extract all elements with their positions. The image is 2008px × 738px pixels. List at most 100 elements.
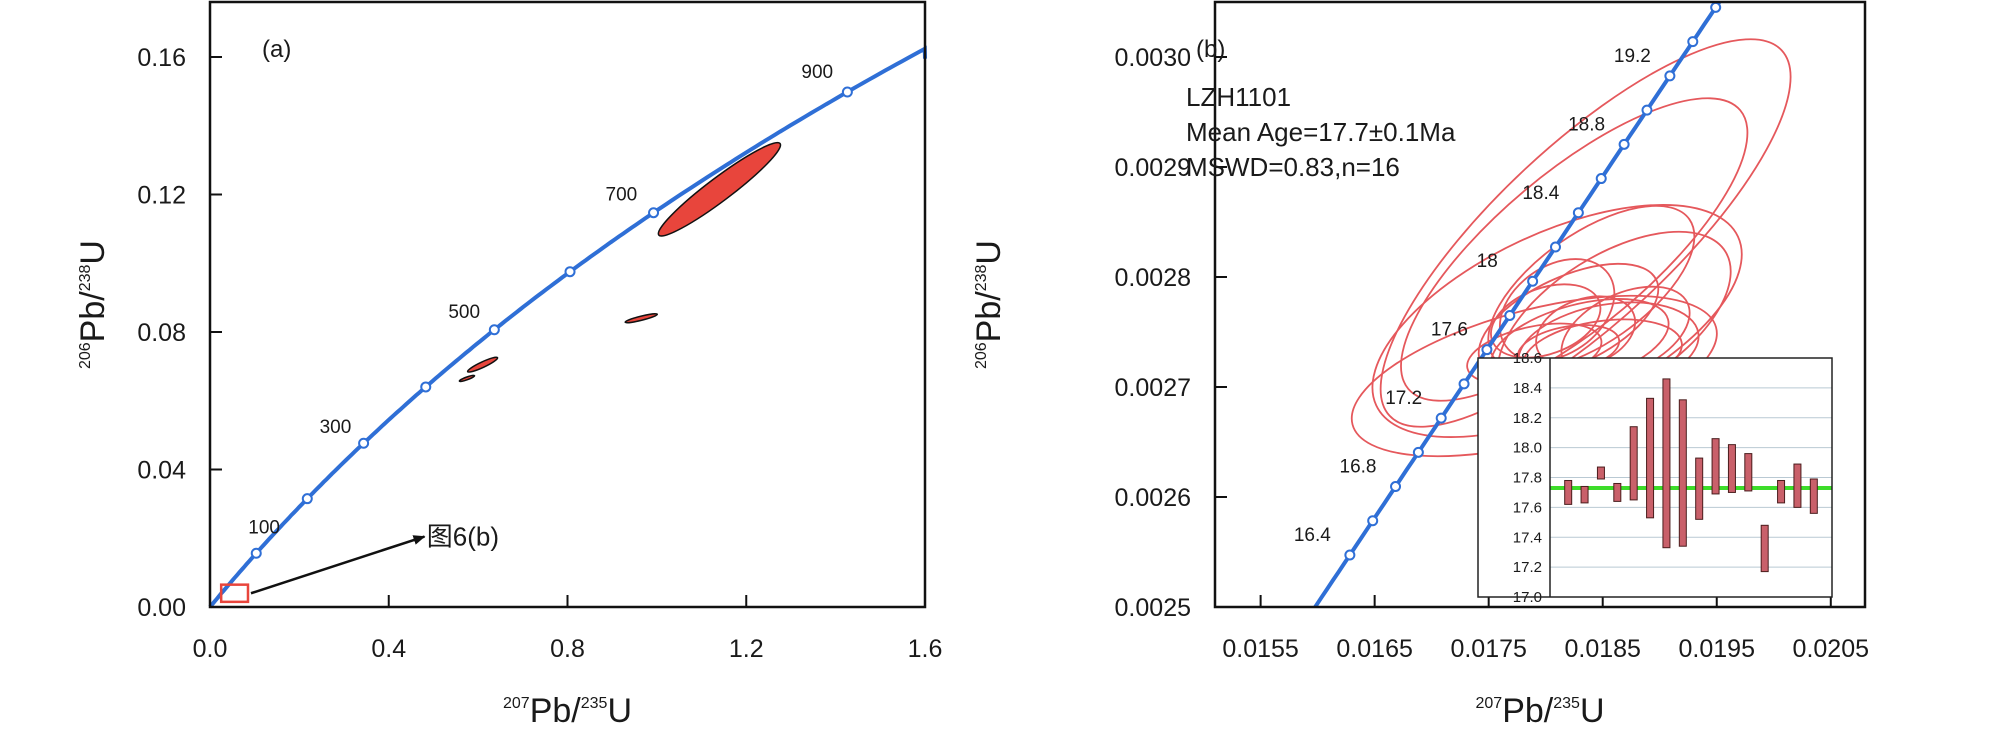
- inset-tick-label: 17.6: [1513, 499, 1542, 516]
- y-tick-label: 0.04: [137, 457, 186, 485]
- concordia-age-label: 18: [1477, 251, 1498, 272]
- panel-a-concordia-curve: 100 300 500 700 900: [208, 45, 927, 609]
- concordia-age-label: 500: [448, 302, 480, 323]
- inset-bar: [1613, 482, 1622, 502]
- concordia-age-marker: [250, 547, 262, 559]
- inset-tick-label: 17.4: [1513, 529, 1542, 546]
- concordia-age-label: 16.4: [1294, 525, 1331, 546]
- concordia-age-label: 900: [801, 62, 833, 83]
- data-ellipse: [1400, 97, 1749, 402]
- concordia-age-marker: [1664, 70, 1676, 82]
- concordia-age-label: 700: [606, 185, 638, 206]
- x-tick-label: 0.0175: [1450, 635, 1526, 663]
- panel-a-label: (a): [262, 36, 291, 63]
- data-ellipse: [1379, 38, 1792, 428]
- concordia-age-marker: [1367, 515, 1379, 527]
- axis-title-text: 206Pb/238U: [970, 240, 1008, 369]
- panel-b-label: (b): [1196, 36, 1225, 63]
- panel-a-y-axis-title: 206Pb/238U: [74, 240, 112, 369]
- inset-bar: [1760, 524, 1769, 573]
- inset-tick-label: 18.2: [1513, 410, 1542, 427]
- concordia-age-label: 18.4: [1522, 183, 1559, 204]
- inset-tick-label: 18.0: [1513, 440, 1542, 457]
- y-tick-label: 0.0027: [1115, 374, 1191, 402]
- y-tick-label: 0.16: [137, 44, 186, 72]
- concordia-age-marker: [1572, 207, 1584, 219]
- data-ellipse: [1498, 258, 1616, 362]
- concordia-age-label: 17.6: [1431, 320, 1468, 341]
- sample-name: LZH1101: [1186, 82, 1291, 112]
- concordia-age-marker: [1549, 241, 1561, 253]
- inset-bar: [1777, 479, 1786, 504]
- concordia-age-marker: [564, 266, 576, 278]
- data-ellipse: [466, 356, 499, 373]
- concordia-age-label: 100: [248, 517, 280, 538]
- concordia-age-marker: [488, 324, 500, 336]
- concordia-age-marker: [1412, 446, 1424, 458]
- panel-b-ticks: 0.0155 0.0165 0.0175 0.0185 0.0195 0.0205 0.00…: [1115, 44, 1869, 663]
- axis-title-text: 207Pb/235U: [1475, 692, 1604, 730]
- annotation-arrow: [250, 535, 426, 595]
- data-ellipse: [624, 313, 659, 324]
- concordia-age-marker: [420, 381, 432, 393]
- concordia-age-marker: [301, 493, 313, 505]
- concordia-age-label: 16.8: [1340, 457, 1377, 478]
- inset-bar: [1744, 453, 1753, 492]
- inset-bars: [1564, 378, 1818, 573]
- inset-tick-label: 17.2: [1513, 559, 1542, 576]
- concordia-age-marker: [841, 86, 853, 98]
- concordia-age-marker: [1435, 412, 1447, 424]
- concordia-age-label: 18.8: [1568, 114, 1605, 135]
- concordia-age-marker: [1344, 549, 1356, 561]
- y-tick-label: 0.0026: [1115, 484, 1191, 512]
- concordia-age-marker: [1390, 481, 1402, 493]
- concordia-line: [208, 45, 927, 609]
- data-ellipse: [657, 141, 782, 237]
- panel-a-zoom-box: [219, 583, 250, 604]
- inset-bar: [1727, 444, 1736, 493]
- axis-title-text: 207Pb/235U: [503, 692, 632, 730]
- concordia-age-marker: [1595, 173, 1607, 185]
- concordia-age-marker: [1504, 309, 1516, 321]
- concordia-age-marker: [1710, 2, 1722, 13]
- concordia-age-marker: [1687, 36, 1699, 48]
- x-tick-label: 0.0205: [1793, 635, 1869, 663]
- panel-b-x-axis-title: 207Pb/235U: [1475, 692, 1604, 730]
- x-tick-label: 0.0195: [1679, 635, 1755, 663]
- inset-bar: [1629, 426, 1638, 501]
- inset-bar: [1646, 397, 1655, 519]
- panel-a-frame: [208, 0, 927, 609]
- x-tick-label: 0.0165: [1336, 635, 1412, 663]
- inset-bar: [1678, 399, 1687, 547]
- mswd-text: MSWD=0.83,n=16: [1186, 152, 1400, 182]
- concordia-age-marker: [1481, 344, 1493, 356]
- inset-tick-label: 18.4: [1513, 380, 1542, 397]
- inset-bar: [1793, 463, 1802, 508]
- zoom-box-rect: [219, 583, 250, 604]
- concordia-age-marker: [648, 207, 660, 219]
- panel-a-x-axis-title: 207Pb/235U: [503, 692, 632, 730]
- inset-bar: [1695, 457, 1704, 520]
- y-tick-label: 0.00: [137, 594, 186, 622]
- inset-bar: [1564, 479, 1573, 505]
- y-tick-label: 0.0029: [1115, 154, 1191, 182]
- concordia-age-label: 19.2: [1614, 46, 1651, 67]
- inset-bar: [1580, 485, 1589, 504]
- panel-b-y-axis-title: 206Pb/238U: [970, 240, 1008, 369]
- x-tick-label: 1.6: [908, 635, 943, 663]
- concordia-age-marker: [1641, 104, 1653, 116]
- x-tick-label: 0.4: [371, 635, 406, 663]
- x-tick-label: 0.0185: [1564, 635, 1640, 663]
- y-tick-label: 0.0028: [1115, 264, 1191, 292]
- concordia-age-label: 300: [320, 417, 352, 438]
- inset-bar: [1596, 466, 1605, 480]
- concordia-age-marker: [358, 437, 370, 449]
- data-ellipse: [458, 374, 476, 383]
- concordia-age-label: 17.2: [1385, 388, 1422, 409]
- y-tick-label: 0.12: [137, 182, 186, 210]
- inset-bar: [1809, 478, 1818, 514]
- inset-bar: [1711, 438, 1720, 495]
